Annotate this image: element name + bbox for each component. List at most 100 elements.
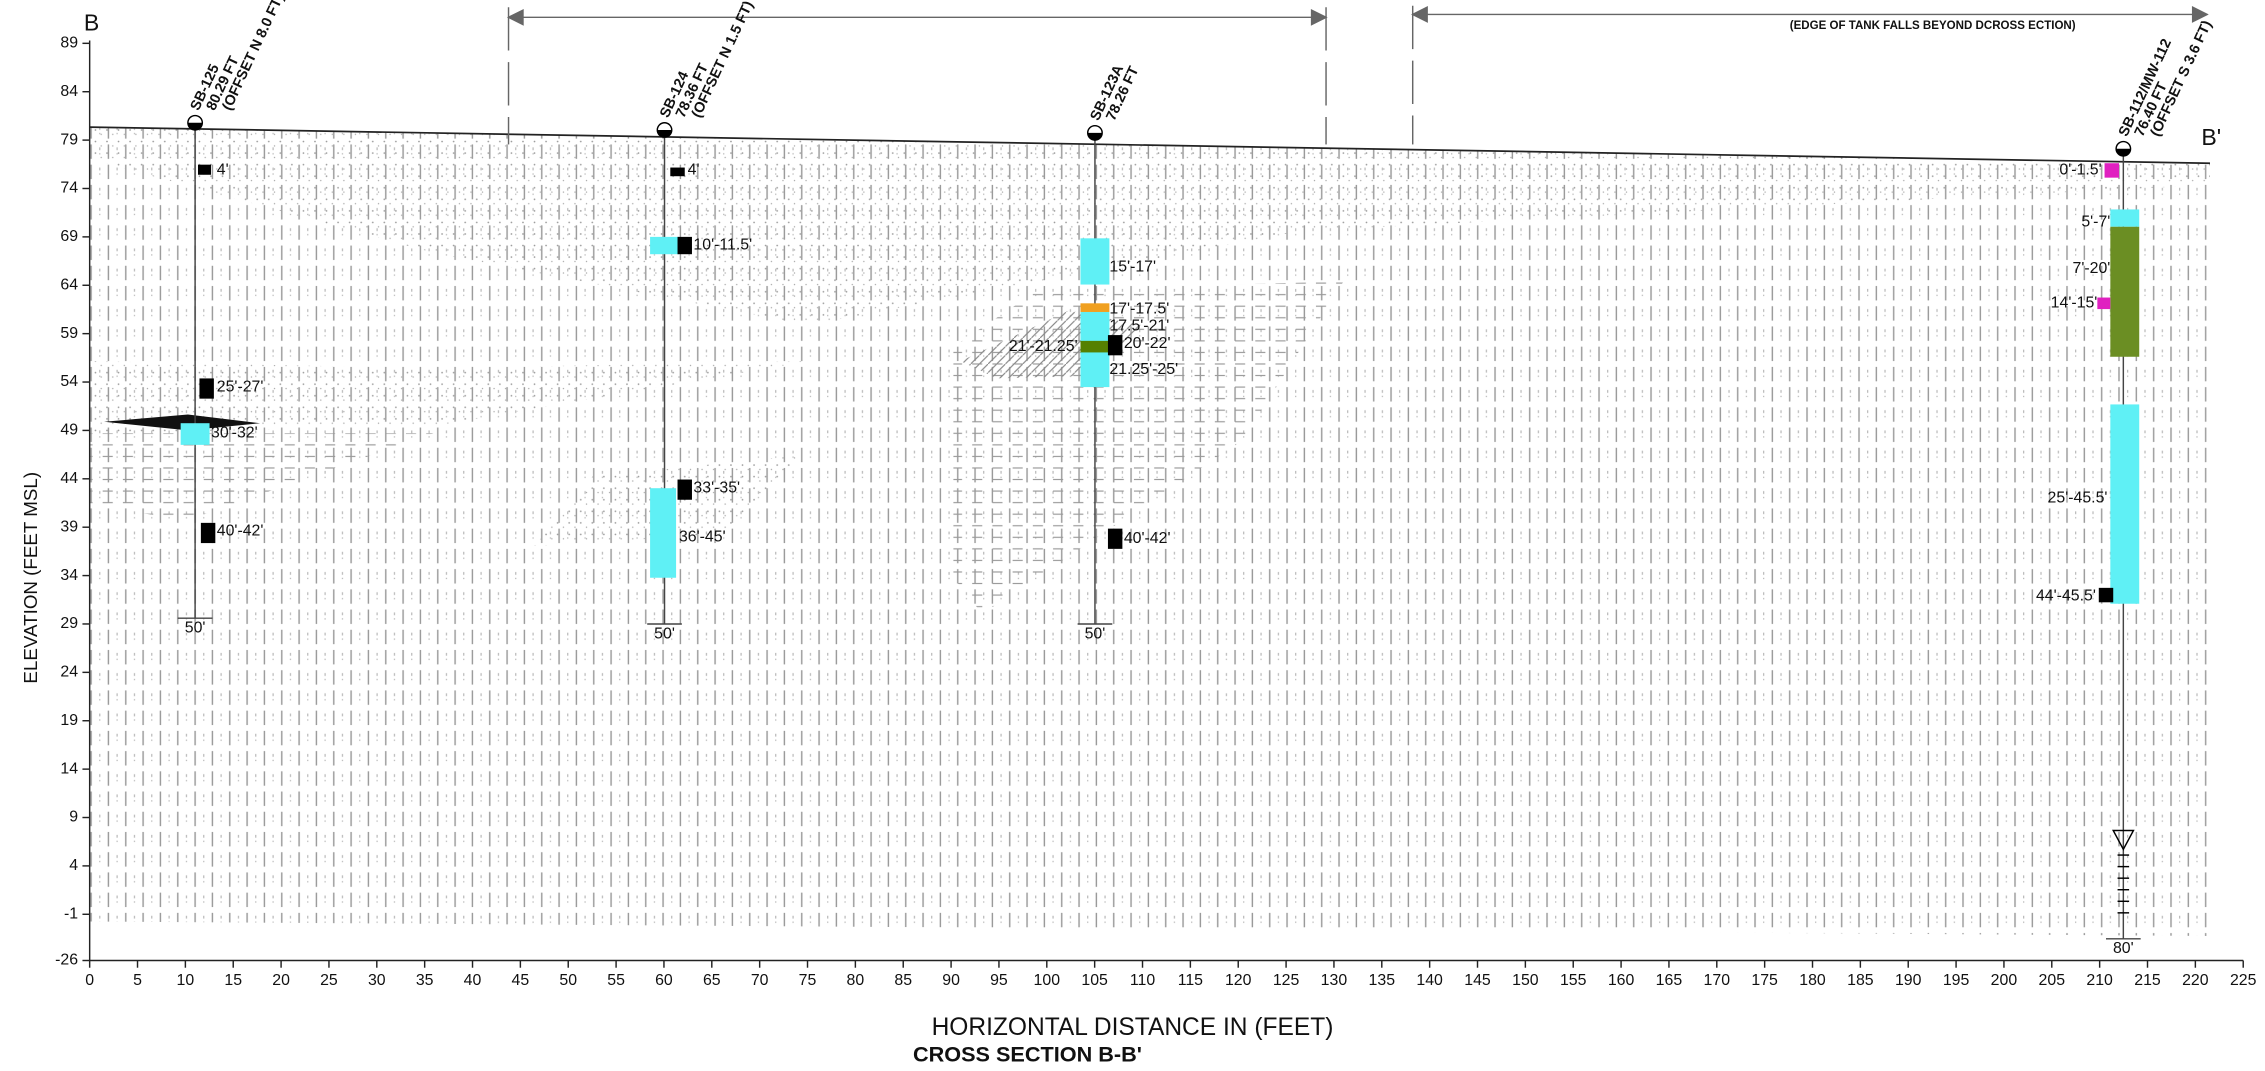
x-tick-label: 200	[1991, 972, 2018, 989]
sample-label: 17'-17.5'	[1109, 300, 1169, 317]
y-tick-label: 19	[60, 712, 78, 729]
x-tick-label: 195	[1943, 972, 1970, 989]
sample-label: 0'-1.5'	[2059, 162, 2101, 179]
sample-interval	[2110, 209, 2140, 227]
sample-label: 25'-45.5'	[2048, 489, 2108, 506]
x-tick-label: 30	[368, 972, 386, 989]
x-tick-label: 100	[1034, 972, 1061, 989]
sample-interval	[1080, 238, 1110, 285]
x-tick-label: 60	[655, 972, 673, 989]
sample-label: 40'-42'	[217, 523, 264, 540]
sample-interval	[670, 167, 685, 177]
x-tick-label: 115	[1178, 972, 1203, 989]
x-tick-label: 0	[85, 972, 94, 989]
x-tick-label: 105	[1081, 972, 1108, 989]
sample-label: 15'-17'	[1109, 258, 1156, 275]
x-tick-label: 55	[607, 972, 625, 989]
x-tick-label: 50	[559, 972, 577, 989]
dimension-arrows	[506, 5, 2209, 145]
sample-label: 5'-7'	[2081, 214, 2110, 231]
sample-interval	[1107, 528, 1123, 549]
x-tick-label: 35	[416, 972, 434, 989]
sample-interval	[2097, 297, 2111, 310]
water-table	[2112, 829, 2135, 851]
sample-label: 4'	[688, 162, 700, 179]
x-tick-label: 180	[1799, 972, 1826, 989]
x-tick-label: 45	[512, 972, 530, 989]
x-tick-label: 160	[1608, 972, 1635, 989]
y-tick-label: -1	[64, 905, 78, 922]
x-tick-label: 205	[2039, 972, 2066, 989]
sample-interval	[2104, 163, 2120, 178]
y-tick-label: 64	[60, 276, 78, 293]
y-tick-label: 39	[60, 518, 78, 535]
boring-symbol-fill	[187, 122, 203, 130]
x-tick-label: 220	[2182, 972, 2209, 989]
x-tick-label: 170	[1704, 972, 1731, 989]
x-tick-label: 145	[1464, 972, 1491, 989]
sample-label: 21'-21.25'	[1009, 338, 1078, 355]
x-tick-label: 10	[177, 972, 195, 989]
y-tick-label: 89	[60, 35, 78, 52]
x-tick-label: 130	[1321, 972, 1348, 989]
note: (EDGE OF TANK FALLS BEYOND DCROSS ECTION…	[1790, 20, 2076, 32]
x-tick-label: 15	[224, 972, 242, 989]
x-tick-label: 5	[133, 972, 142, 989]
y-tick-label: 69	[60, 228, 78, 245]
x-tick-label: 155	[1560, 972, 1587, 989]
sand-lens	[89, 361, 809, 434]
y-tick-label: 59	[60, 325, 78, 342]
x-tick-label: 140	[1416, 972, 1443, 989]
sample-label: 7'-20'	[2072, 260, 2110, 277]
sample-label: 20'-22'	[1124, 335, 1171, 352]
boring-depth: 50'	[1085, 625, 1106, 642]
sample-interval	[197, 164, 211, 175]
y-tick-label: 24	[60, 664, 78, 681]
x-tick-label: 75	[799, 972, 817, 989]
sample-interval	[180, 423, 210, 445]
x-tick-label: 135	[1369, 972, 1396, 989]
sample-label: 40'-42'	[1124, 530, 1171, 547]
sample-interval	[1080, 340, 1110, 353]
sample-interval	[2098, 587, 2114, 603]
x-tick-label: 20	[272, 972, 290, 989]
boring-depth: 50'	[654, 625, 675, 642]
y-tick-label: 4	[69, 857, 78, 874]
x-axis-label: HORIZONTAL DISTANCE IN (FEET)	[932, 1014, 1334, 1041]
x-tick-label: 40	[464, 972, 482, 989]
sample-interval	[2110, 404, 2140, 604]
y-tick-label: 54	[60, 373, 78, 390]
silt-lens	[89, 433, 434, 520]
boring-symbol-fill	[2116, 148, 2131, 156]
x-tick-label: 165	[1656, 972, 1683, 989]
boring-depth: 80'	[2113, 940, 2134, 957]
x-tick-label: 70	[751, 972, 769, 989]
x-tick-label: 65	[703, 972, 721, 989]
boring-symbol-fill	[1087, 132, 1103, 141]
y-tick-label: 49	[60, 422, 78, 439]
section-end: B'	[2201, 124, 2221, 150]
sample-label: 44'-45.5'	[2036, 588, 2096, 605]
sample-label: 30'-32'	[211, 424, 258, 441]
fill-layer	[89, 127, 2210, 325]
sample-interval	[2110, 226, 2140, 357]
x-tick-label: 85	[894, 972, 912, 989]
sample-interval	[677, 236, 692, 255]
sample-interval	[1107, 335, 1123, 356]
x-tick-label: 120	[1225, 972, 1252, 989]
x-tick-label: 25	[320, 972, 338, 989]
section-end: B	[84, 10, 99, 36]
x-tick-label: 125	[1273, 972, 1300, 989]
y-tick-label: 14	[60, 760, 78, 777]
strata	[89, 126, 2211, 936]
sample-interval	[650, 236, 679, 255]
sample-label: 36'-45'	[679, 528, 726, 545]
sample-label: 33'-35'	[693, 479, 740, 496]
sample-label: 17.5'-21'	[1109, 318, 1169, 335]
boring-depth: 50'	[185, 619, 206, 636]
y-tick-label: 74	[60, 180, 78, 197]
boring-symbol-fill	[657, 129, 672, 138]
x-tick-label: 185	[1847, 972, 1874, 989]
